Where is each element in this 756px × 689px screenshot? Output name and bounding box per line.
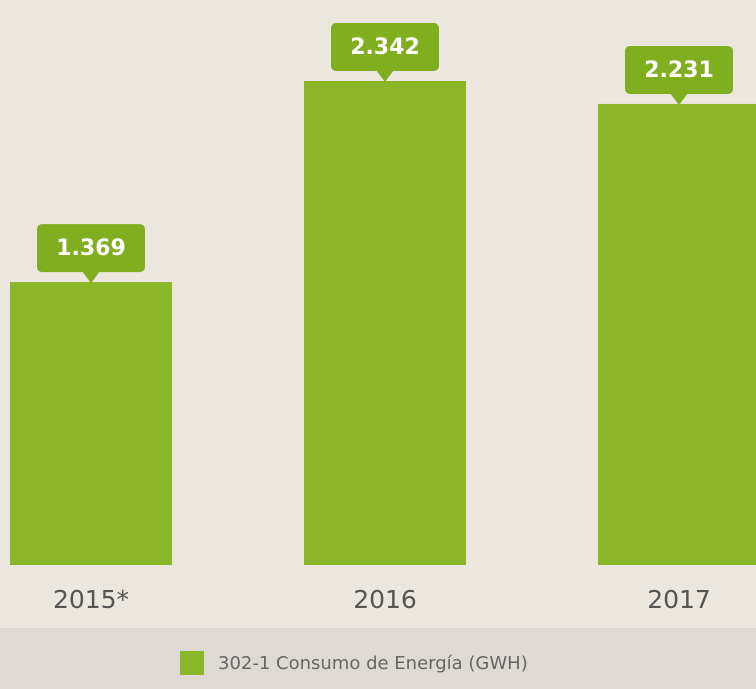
bar (304, 81, 466, 565)
bar (10, 282, 172, 565)
value-label: 2.231 (644, 58, 714, 83)
bar (598, 103, 756, 566)
x-tick-label: 2016 (353, 585, 417, 614)
value-label: 1.369 (56, 236, 126, 261)
value-bubble (37, 224, 145, 273)
x-tick-label: 2015* (53, 585, 129, 614)
value-label: 2.342 (350, 35, 420, 60)
x-tick-label: 2017 (647, 585, 711, 614)
legend-band (0, 628, 756, 689)
value-bubble-pointer (670, 92, 688, 105)
legend-swatch (180, 651, 204, 675)
value-bubble-pointer (82, 271, 100, 284)
value-bubble (331, 23, 439, 71)
value-bubble-pointer (376, 70, 394, 82)
value-bubble (625, 45, 733, 94)
legend-label: 302-1 Consumo de Energía (GWH) (218, 653, 528, 674)
